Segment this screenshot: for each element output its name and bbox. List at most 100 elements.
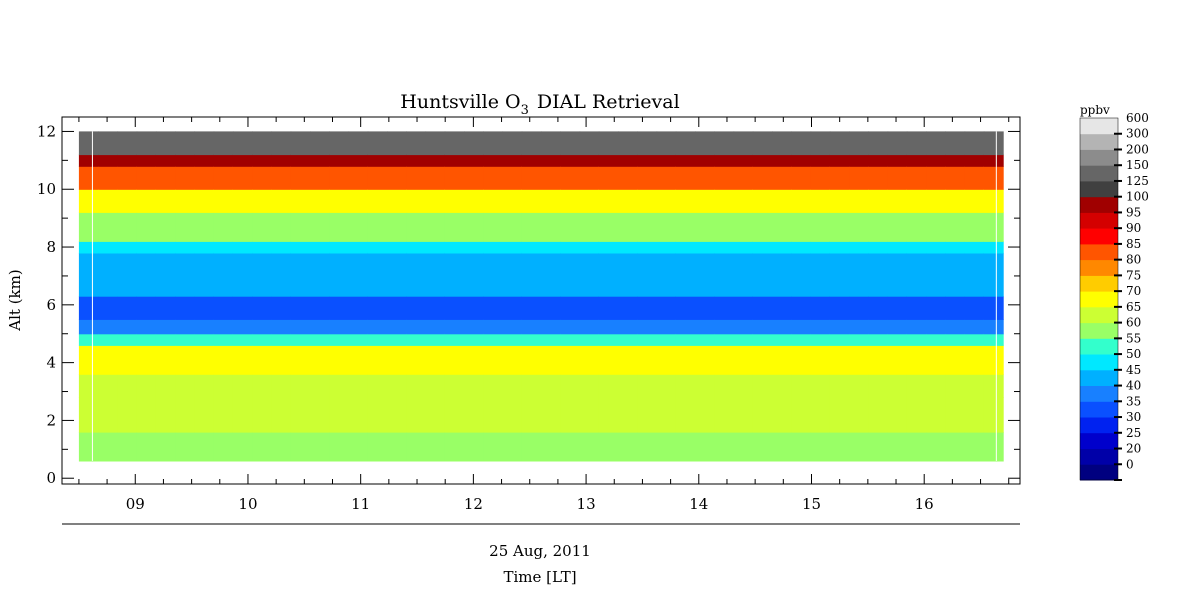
heatmap-cell — [849, 432, 869, 462]
heatmap-cell — [598, 131, 619, 156]
heatmap-cell — [887, 374, 908, 398]
heatmap-cell — [598, 397, 619, 433]
heatmap-cell — [310, 154, 330, 167]
heatmap-cell — [387, 212, 407, 242]
heatmap-cell — [598, 319, 619, 335]
heatmap-cell — [637, 212, 658, 242]
colorbar-label: 200 — [1126, 143, 1149, 157]
heatmap-cell — [541, 333, 561, 346]
heatmap-cell — [271, 319, 292, 335]
heatmap-cell — [983, 432, 1004, 462]
heatmap-cell — [849, 131, 869, 156]
heatmap-cell — [213, 241, 234, 254]
colorbar-border — [1079, 117, 1119, 481]
heatmap-cell — [887, 333, 908, 346]
heatmap-cell — [868, 319, 889, 335]
heatmap-cell — [829, 432, 850, 462]
heatmap-cell — [348, 154, 369, 167]
heatmap-cell — [598, 345, 619, 375]
heatmap-cell — [906, 154, 927, 167]
heatmap-cell — [98, 319, 119, 335]
heatmap-cell — [310, 166, 330, 190]
heatmap-cell — [945, 397, 966, 433]
heatmap-cell — [136, 319, 157, 335]
heatmap-cell — [213, 319, 234, 335]
heatmap-cell — [887, 241, 908, 254]
heatmap-cell — [98, 252, 119, 297]
heatmap-cell — [714, 154, 735, 167]
heatmap-cell — [367, 345, 388, 375]
heatmap-cell — [887, 296, 908, 320]
heatmap-cell — [618, 189, 638, 213]
heatmap-cell — [560, 333, 581, 346]
heatmap-cell — [964, 432, 985, 462]
heatmap-cell — [810, 397, 831, 433]
heatmap-cell — [598, 252, 619, 297]
heatmap-cell — [425, 397, 446, 433]
heatmap-cell — [521, 212, 542, 242]
heatmap-cell — [887, 212, 908, 242]
heatmap-cell — [425, 319, 446, 335]
heatmap-cell — [618, 212, 638, 242]
heatmap-cell — [983, 319, 1004, 335]
heatmap-cell — [252, 212, 273, 242]
heatmap-cell — [367, 296, 388, 320]
heatmap-cell — [483, 432, 504, 462]
heatmap-cell — [406, 397, 427, 433]
heatmap-cell — [714, 374, 735, 398]
heatmap-cell — [444, 131, 465, 156]
heatmap-cell — [733, 131, 754, 156]
heatmap-cell — [733, 252, 754, 297]
heatmap-cell — [310, 296, 330, 320]
heatmap-cell — [444, 397, 465, 433]
colorbar-label: 300 — [1126, 127, 1149, 141]
heatmap-cell — [213, 131, 234, 156]
heatmap-cell — [791, 345, 812, 375]
heatmap-cell — [541, 432, 561, 462]
heatmap-cell — [560, 319, 581, 335]
heatmap-cell — [810, 189, 831, 213]
colorbar-label: 65 — [1126, 300, 1141, 314]
colorbar-swatch — [1080, 165, 1118, 182]
heatmap-cell — [483, 189, 504, 213]
heatmap-cell — [521, 252, 542, 297]
heatmap-cell — [772, 319, 792, 335]
heatmap-cell — [194, 397, 215, 433]
heatmap-cell — [232, 189, 253, 213]
heatmap-cell — [367, 333, 388, 346]
heatmap-cell — [425, 432, 446, 462]
heatmap-cell — [810, 166, 831, 190]
heatmap-cell — [175, 189, 196, 213]
heatmap-cell — [829, 166, 850, 190]
heatmap-cell — [155, 131, 176, 156]
heatmap-cell — [964, 241, 985, 254]
heatmap-cell — [155, 333, 176, 346]
heatmap-cell — [271, 397, 292, 433]
heatmap-cell — [675, 333, 696, 346]
heatmap-cell — [406, 296, 427, 320]
heatmap-cell — [695, 166, 715, 190]
y-axis-label: Alt (km) — [6, 269, 24, 331]
heatmap-cell — [521, 374, 542, 398]
colorbar-swatch — [1080, 228, 1118, 245]
heatmap-cell — [310, 189, 330, 213]
heatmap-cell — [695, 374, 715, 398]
heatmap-cells — [78, 131, 1004, 462]
heatmap-cell — [560, 374, 581, 398]
heatmap-cell — [772, 252, 792, 297]
heatmap-cell — [560, 345, 581, 375]
heatmap-cell — [483, 345, 504, 375]
heatmap-cell — [983, 296, 1004, 320]
heatmap-cell — [675, 154, 696, 167]
heatmap-cell — [926, 374, 946, 398]
heatmap-cell — [310, 241, 330, 254]
colorbar-swatch — [1080, 464, 1118, 481]
heatmap-cell — [733, 296, 754, 320]
heatmap-cell — [232, 154, 253, 167]
heatmap-cell — [926, 189, 946, 213]
colorbar-swatch — [1080, 322, 1118, 339]
heatmap-cell — [78, 319, 99, 335]
heatmap-cell — [329, 296, 350, 320]
heatmap-cell — [868, 432, 889, 462]
heatmap-cell — [387, 166, 407, 190]
